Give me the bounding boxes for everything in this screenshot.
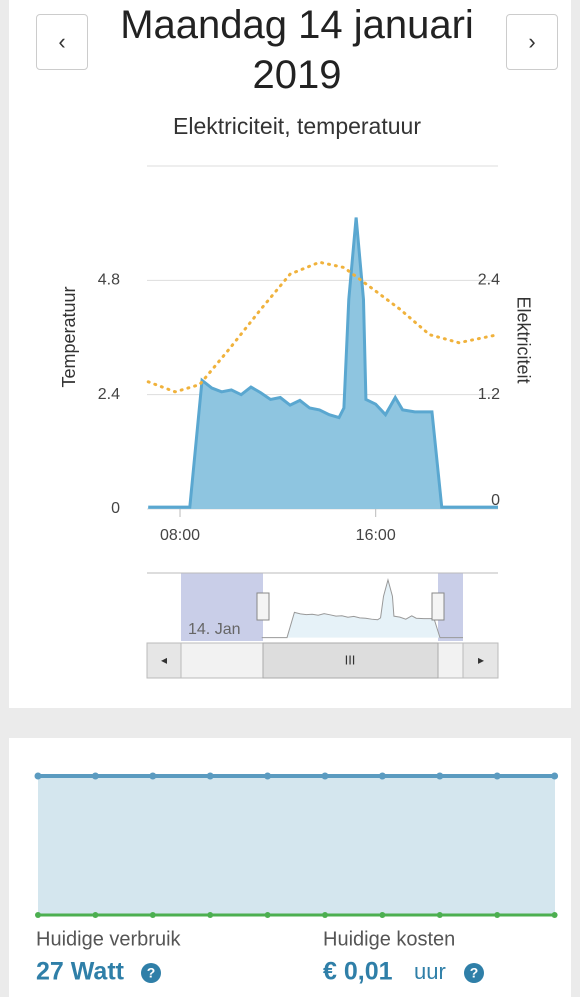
series-line xyxy=(148,217,498,509)
date-title: Maandag 14 januari 2019 xyxy=(120,3,474,97)
base-dot xyxy=(264,912,271,918)
navigator-mask xyxy=(181,573,263,641)
base-dot xyxy=(92,912,99,918)
base-dot xyxy=(149,912,156,918)
usage-dot xyxy=(493,772,501,780)
help-icon-text: ? xyxy=(470,965,479,981)
help-icon[interactable] xyxy=(141,963,161,983)
base-dot xyxy=(322,912,328,918)
cost-value: € 0,01 xyxy=(323,958,393,986)
x-tick-label: 16:00 xyxy=(356,527,396,544)
help-icon-text: ? xyxy=(147,965,156,981)
scroll-right-icon: ▸ xyxy=(478,653,484,667)
usage-dot xyxy=(264,772,272,780)
x-tick-label: 08:00 xyxy=(160,527,200,544)
chart-card xyxy=(9,0,571,708)
prev-button[interactable]: ‹ xyxy=(36,14,88,70)
usage-dot xyxy=(91,772,99,780)
y-tick-label: 0 xyxy=(111,500,120,517)
y2-tick-label: 2.4 xyxy=(478,272,500,289)
usage-dot xyxy=(149,772,157,780)
chart-title: Elektriciteit, temperatuur xyxy=(173,113,421,139)
navigator-handle[interactable] xyxy=(431,592,445,621)
cost-label: Huidige kosten xyxy=(323,928,455,950)
cost-unit: uur xyxy=(414,959,446,984)
y-axis-label: Temperatuur xyxy=(59,286,79,387)
scroll-right[interactable] xyxy=(462,642,499,679)
base-dot xyxy=(551,912,558,918)
series-area xyxy=(148,217,498,509)
base-dot xyxy=(35,912,41,918)
next-button[interactable]: › xyxy=(506,14,558,70)
usage-dot xyxy=(34,772,42,780)
y2-tick-label: 1.2 xyxy=(478,386,500,403)
y-tick-label: 4.8 xyxy=(98,272,120,289)
base-dot xyxy=(207,912,214,918)
navigator-handle[interactable] xyxy=(256,592,270,621)
usage-value: 27 Watt xyxy=(36,958,125,986)
usage-label: Huidige verbruik xyxy=(36,928,182,950)
usage-area xyxy=(38,776,555,915)
series-line xyxy=(146,260,500,394)
help-icon[interactable] xyxy=(464,963,484,983)
base-dot xyxy=(379,912,386,918)
usage-dot xyxy=(321,772,329,780)
scroll-thumb-grip: III xyxy=(345,652,356,667)
scroll-thumb[interactable] xyxy=(262,642,439,679)
usage-dot xyxy=(378,772,386,780)
y2-tick-label: 0 xyxy=(491,492,500,509)
usage-dot xyxy=(206,772,214,780)
navigator-series xyxy=(261,577,463,639)
usage-dots xyxy=(34,772,559,918)
base-dot xyxy=(494,912,501,918)
scroll-left[interactable] xyxy=(146,642,182,679)
base-dot xyxy=(436,912,443,918)
scroll-left-icon: ◂ xyxy=(161,653,167,667)
navigator-label: 14. Jan xyxy=(188,621,240,638)
y2-axis-label: Elektriciteit xyxy=(513,296,533,383)
usage-dot xyxy=(436,772,444,780)
usage-dot xyxy=(551,772,559,780)
y-tick-label: 2.4 xyxy=(98,386,120,403)
navigator-line xyxy=(261,577,463,639)
